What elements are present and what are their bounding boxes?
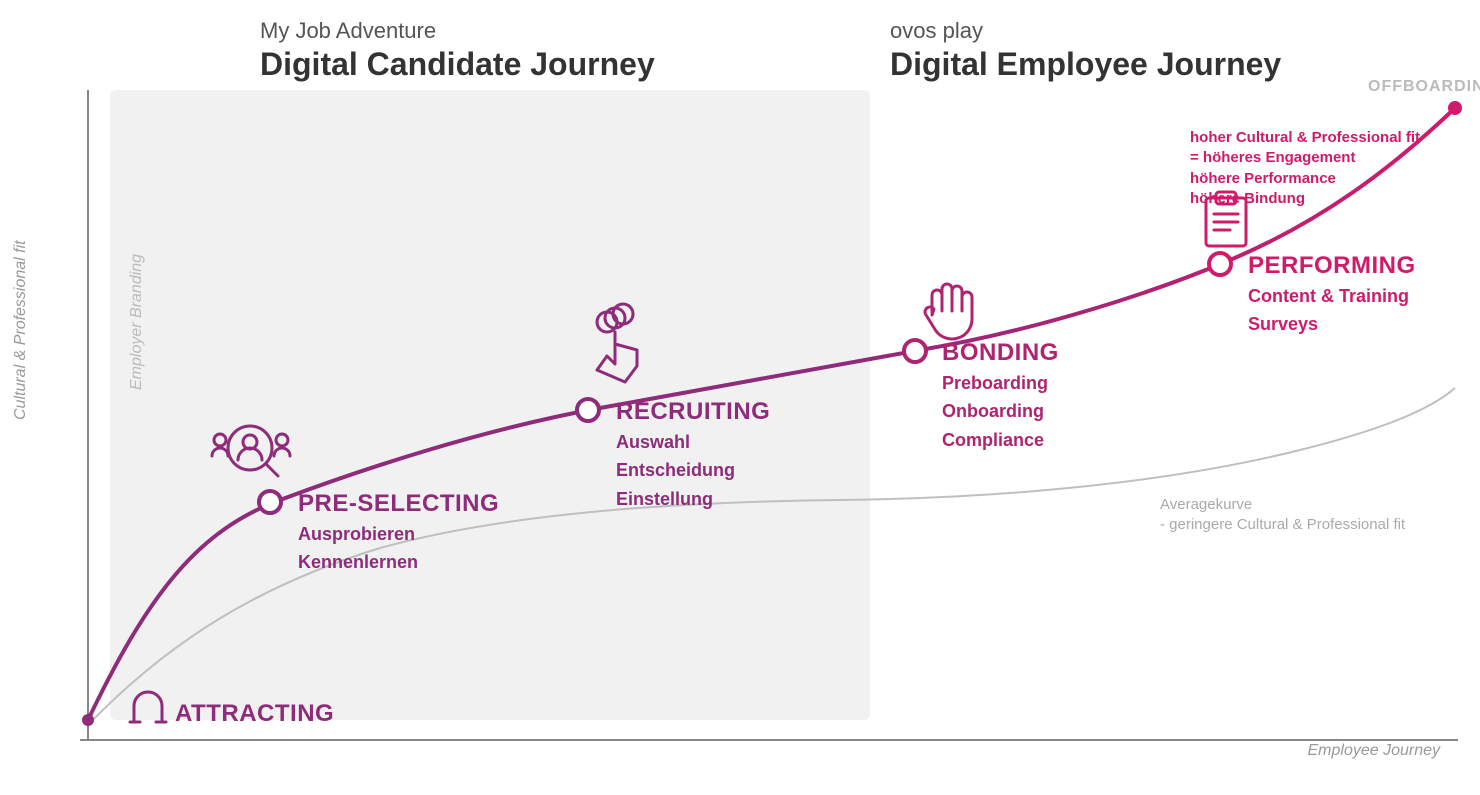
- x-axis-label: Employee Journey: [1307, 742, 1440, 760]
- marker-preselecting: [259, 491, 281, 513]
- magnet-icon: [130, 692, 166, 722]
- stage-recruiting-sub3: Einstellung: [616, 487, 770, 511]
- stage-bonding-sub1: Preboarding: [942, 371, 1059, 395]
- stage-preselecting-sub1: Ausprobieren: [298, 522, 499, 546]
- annotation-high-fit-l2: = höheres Engagement: [1190, 148, 1420, 168]
- offboarding-label: OFFBOARDING: [1368, 78, 1480, 96]
- stage-preselecting-sub2: Kennenlernen: [298, 550, 499, 574]
- marker-performing: [1209, 253, 1231, 275]
- stage-recruiting-sub2: Entscheidung: [616, 458, 770, 482]
- stage-attracting-title: ATTRACTING: [175, 700, 334, 728]
- marker-recruiting: [577, 399, 599, 421]
- stage-recruiting-sub1: Auswahl: [616, 430, 770, 454]
- curves-svg: [60, 0, 1460, 770]
- wave-hand-icon: [925, 284, 972, 339]
- annotation-average-l2: - geringere Cultural & Professional fit: [1160, 515, 1405, 535]
- end-dot: [1448, 101, 1462, 115]
- annotation-high-fit-l3: höhere Performance: [1190, 169, 1420, 189]
- stage-bonding-title: BONDING: [942, 339, 1059, 367]
- start-dot: [82, 714, 94, 726]
- average-curve: [88, 388, 1455, 725]
- annotation-high-fit: hoher Cultural & Professional fit = höhe…: [1190, 128, 1420, 209]
- annotation-average: Averagekurve - geringere Cultural & Prof…: [1160, 495, 1405, 536]
- stage-preselecting: PRE-SELECTING Ausprobieren Kennenlernen: [298, 490, 499, 575]
- stage-performing: PERFORMING Content & Training Surveys: [1248, 252, 1416, 337]
- marker-bonding: [904, 340, 926, 362]
- stage-bonding: BONDING Preboarding Onboarding Complianc…: [942, 339, 1059, 452]
- stage-preselecting-title: PRE-SELECTING: [298, 490, 499, 518]
- select-pointer-icon: [597, 304, 637, 382]
- stage-recruiting-title: RECRUITING: [616, 398, 770, 426]
- stage-performing-sub1: Content & Training: [1248, 284, 1416, 308]
- stage-performing-sub2: Surveys: [1248, 312, 1416, 336]
- stage-bonding-sub2: Onboarding: [942, 399, 1059, 423]
- stage-performing-title: PERFORMING: [1248, 252, 1416, 280]
- annotation-average-l1: Averagekurve: [1160, 495, 1405, 515]
- y-axis-label: Cultural & Professional fit: [12, 240, 30, 420]
- stage-bonding-sub3: Compliance: [942, 428, 1059, 452]
- annotation-high-fit-l1: hoher Cultural & Professional fit: [1190, 128, 1420, 148]
- stage-attracting: ATTRACTING: [175, 700, 334, 728]
- stage-recruiting: RECRUITING Auswahl Entscheidung Einstell…: [616, 398, 770, 511]
- people-search-icon: [212, 426, 290, 476]
- chart-area: Employer Branding My Job Adventure Digit…: [60, 0, 1460, 770]
- annotation-high-fit-l4: höhere Bindung: [1190, 189, 1420, 209]
